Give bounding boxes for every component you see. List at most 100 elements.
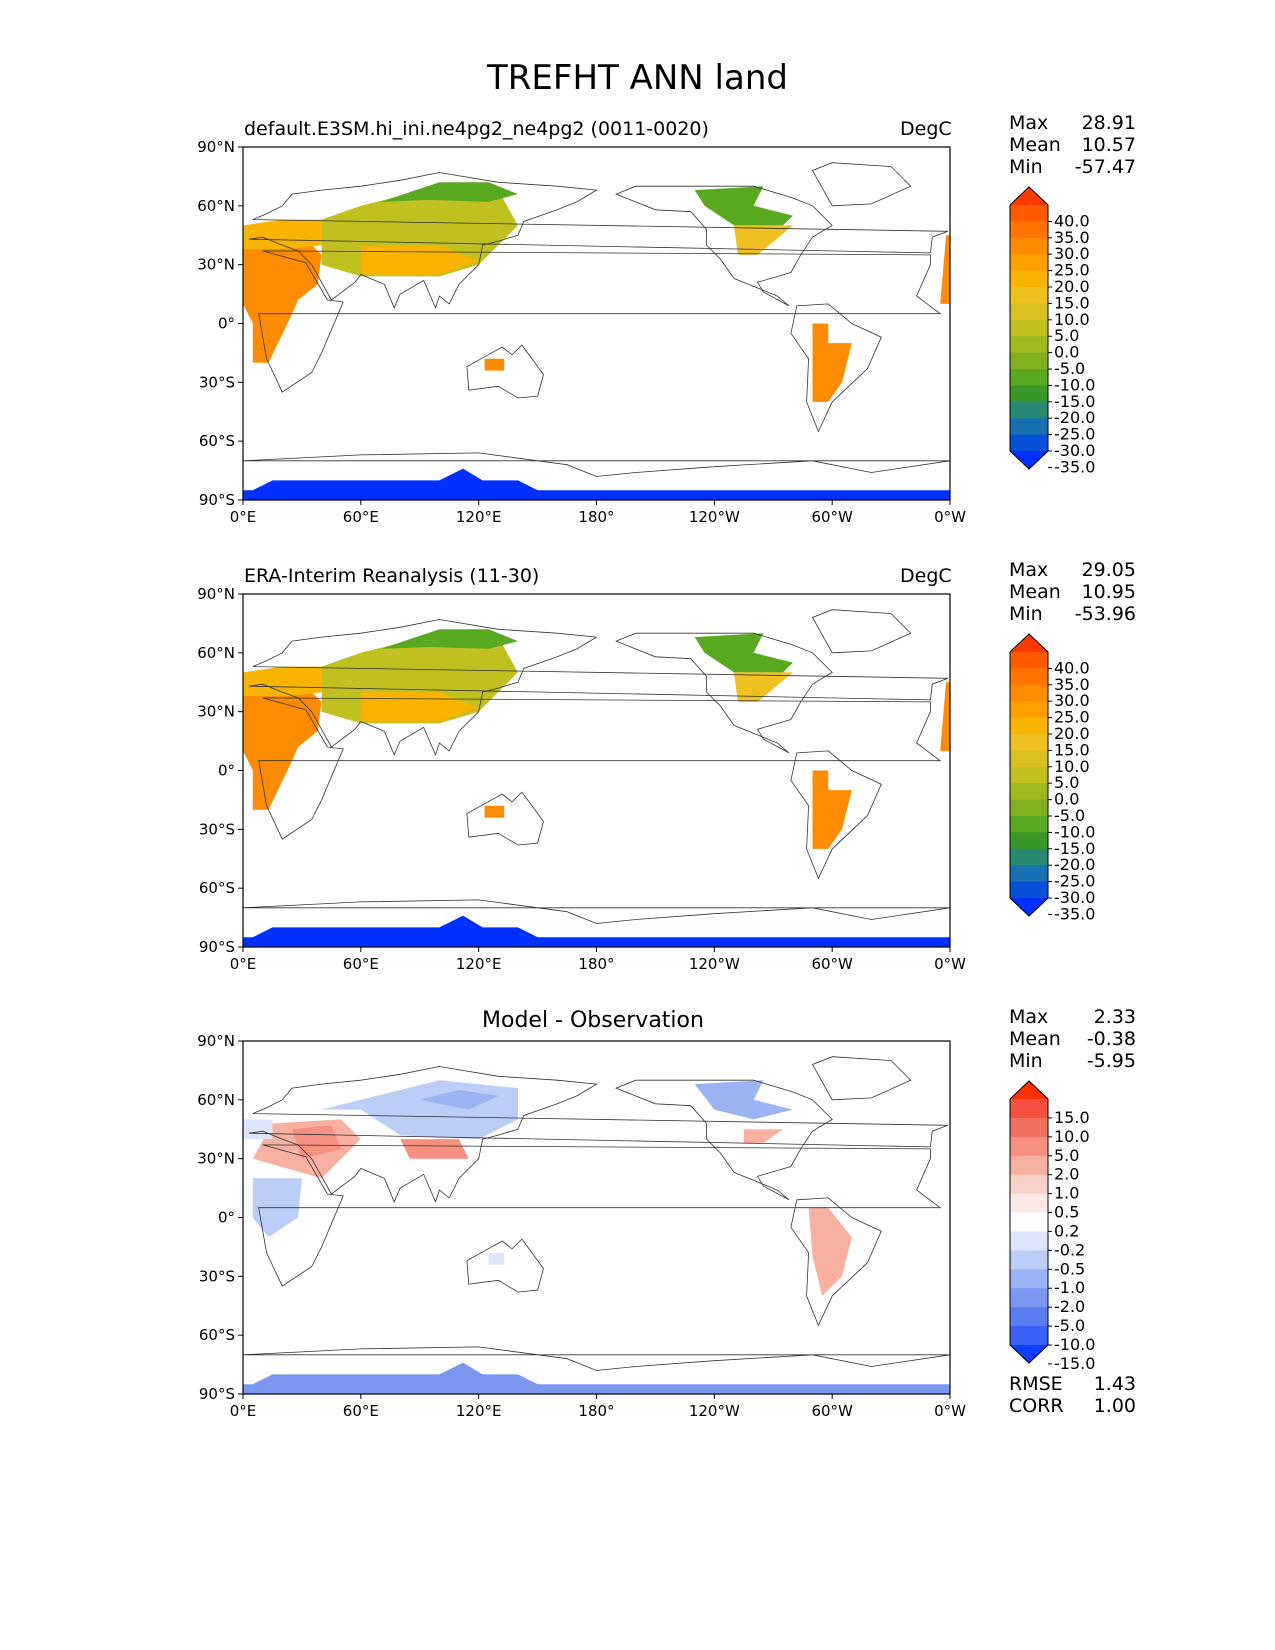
stat-label: Min <box>1009 1050 1043 1072</box>
colorbar-tick-label: -5.0 <box>1054 1316 1085 1335</box>
lon-tick-label: 60°W <box>811 955 853 973</box>
map-background <box>243 594 950 947</box>
field-north-america-north <box>694 186 793 226</box>
coastline <box>248 1066 949 1203</box>
colorbar-segment <box>1010 684 1048 702</box>
colorbar-segment <box>1010 881 1048 899</box>
diff-iberia <box>243 1119 273 1140</box>
colorbar-segment <box>1010 1307 1048 1327</box>
colorbar-max-extend <box>1010 1081 1048 1099</box>
field-west-edge <box>940 682 950 751</box>
colorbar: 40.035.030.025.020.015.010.05.00.0-5.0-1… <box>1009 633 1095 923</box>
field-south-asia <box>360 692 479 722</box>
stat-value: 1.00 <box>1093 1395 1136 1417</box>
colorbar-segment <box>1010 1193 1048 1214</box>
map-axes: 90°N 60°N 30°N 0° 30°S 60°S 90°S0°E 60°E 120°E 18… <box>197 1032 966 1420</box>
colorbar-tick-label: -10.0 <box>1054 375 1095 394</box>
colorbar-tick-label: -30.0 <box>1054 888 1095 907</box>
lat-tick-label: 60°N <box>197 644 235 662</box>
colorbar-tick-label: 35.0 <box>1054 675 1090 694</box>
map-background <box>243 147 950 500</box>
stat-label: Min <box>1009 156 1043 178</box>
colorbar-segment <box>1010 369 1048 386</box>
diff-north-america <box>694 1080 793 1120</box>
lon-tick-label: 180° <box>578 1402 614 1420</box>
lon-tick-label: 0°W <box>934 508 966 526</box>
stat-value: -0.38 <box>1086 1028 1136 1050</box>
colorbar-segment <box>1010 701 1048 719</box>
map-panel-3: 90°N 60°N 30°N 0° 30°S 60°S 90°S0°E 60°E 120°E 18… <box>197 1032 1095 1420</box>
colorbar-segment <box>1010 385 1048 403</box>
coastlines <box>242 162 951 477</box>
panel-3-error-stats: RMSE 1.43 CORR 1.00 <box>1009 1373 1136 1417</box>
colorbar-segment <box>1010 1231 1048 1251</box>
colorbar-tick-label: 10.0 <box>1054 1127 1090 1146</box>
coastline <box>466 1238 544 1293</box>
lon-tick-label: 0°W <box>934 1402 966 1420</box>
map-panel-2: 90°N 60°N 30°N 0° 30°S 60°S 90°S0°E 60°E 120°E 18… <box>197 585 1095 973</box>
lon-tick-label: 60°E <box>343 1402 379 1420</box>
diff-south-america <box>808 1207 852 1296</box>
panel-2-title: ERA-Interim Reanalysis (11-30) <box>244 565 540 587</box>
colorbar-tick-label: -20.0 <box>1054 408 1095 427</box>
lon-tick-label: 120°E <box>456 508 502 526</box>
coastline <box>242 452 951 477</box>
colorbar-tick-label: -5.0 <box>1054 806 1085 825</box>
colorbar-segment <box>1010 418 1048 436</box>
lon-tick-label: 120°E <box>456 955 502 973</box>
lon-tick-label: 0°E <box>230 1402 257 1420</box>
colorbar-segment <box>1010 865 1048 883</box>
lon-tick-label: 120°E <box>456 1402 502 1420</box>
panel-2-units: DegC <box>900 565 952 587</box>
lat-tick-label: 30°S <box>199 373 235 391</box>
colorbar-min-extend <box>1010 1345 1048 1363</box>
lon-tick-label: 120°W <box>689 1402 740 1420</box>
panel-3-title: Model - Observation <box>482 1008 704 1033</box>
colorbar-tick-label: 0.5 <box>1054 1203 1079 1222</box>
colorbar-segment <box>1010 816 1048 833</box>
diff-antarctica <box>243 1362 950 1394</box>
colorbar-tick-label: 40.0 <box>1054 658 1090 677</box>
colorbar-tick-label: -35.0 <box>1054 904 1095 923</box>
stat-value: 10.95 <box>1081 581 1136 603</box>
colorbar-tick-label: -10.0 <box>1054 1335 1095 1354</box>
lat-tick-label: 0° <box>218 1209 235 1227</box>
colorbar-tick-label: -25.0 <box>1054 872 1095 891</box>
colorbar-segment <box>1010 734 1048 751</box>
stat-label: Mean <box>1009 1028 1061 1050</box>
lat-tick-label: 90°N <box>197 138 235 156</box>
colorbar-tick-label: -2.0 <box>1054 1297 1085 1316</box>
coastline <box>258 250 942 393</box>
coastline <box>615 1079 833 1201</box>
colorbar-tick-label: 20.0 <box>1054 724 1090 743</box>
figure-title: TREFHT ANN land <box>487 58 788 98</box>
colorbar-segment <box>1010 783 1048 801</box>
colorbar-tick-label: -15.0 <box>1054 1354 1095 1373</box>
colorbar-tick-label: 30.0 <box>1054 244 1090 263</box>
coastline <box>615 185 833 307</box>
lon-tick-label: 0°E <box>230 508 257 526</box>
lat-tick-label: 30°S <box>199 1267 235 1285</box>
colorbar-tick-label: -35.0 <box>1054 457 1095 476</box>
colorbar-tick-label: 35.0 <box>1054 228 1090 247</box>
lat-tick-label: 0° <box>218 762 235 780</box>
coastline <box>258 697 942 840</box>
lat-tick-label: 30°N <box>197 703 235 721</box>
lon-tick-label: 180° <box>578 955 614 973</box>
coastlines <box>242 1056 951 1371</box>
lat-tick-label: 60°S <box>199 1326 235 1344</box>
stat-label: Max <box>1009 112 1049 134</box>
colorbar-tick-label: 5.0 <box>1054 773 1079 792</box>
stat-value: -57.47 <box>1074 156 1136 178</box>
lat-tick-label: 60°S <box>199 879 235 897</box>
field-europe <box>243 666 322 696</box>
colorbar-tick-label: -20.0 <box>1054 855 1095 874</box>
map-axes: 90°N 60°N 30°N 0° 30°S 60°S 90°S0°E 60°E 120°E 18… <box>197 138 966 526</box>
colorbar-tick-label: -25.0 <box>1054 425 1095 444</box>
map-panel-1: 90°N 60°N 30°N 0° 30°S 60°S 90°S0°E 60°E 120°E 18… <box>197 138 1095 526</box>
lat-tick-label: 90°S <box>199 938 235 956</box>
colorbar-segment <box>1010 1174 1048 1195</box>
colorbar-tick-label: -0.5 <box>1054 1259 1085 1278</box>
lat-tick-label: 90°S <box>199 491 235 509</box>
